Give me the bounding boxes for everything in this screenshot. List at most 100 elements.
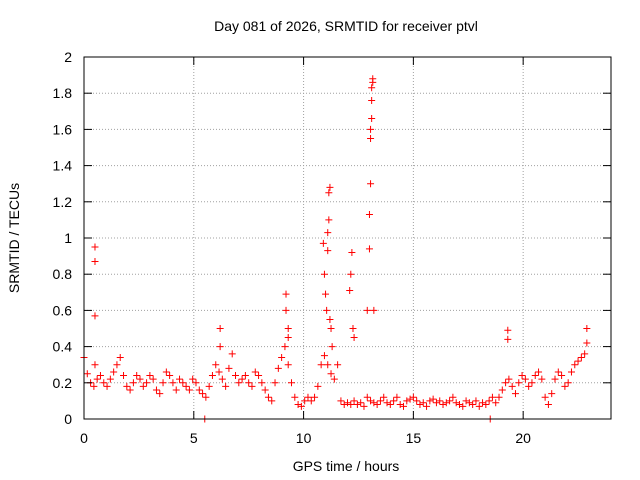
data-point [508,382,516,390]
data-point [403,397,411,405]
data-point [149,375,157,383]
data-point [583,339,591,347]
data-point [297,402,305,410]
data-point [502,379,510,387]
data-point [258,379,266,387]
data-point [525,382,533,390]
data-point [479,399,487,407]
data-point [495,393,503,401]
data-point [182,382,190,390]
data-point [492,399,500,407]
data-point [96,372,104,380]
data-point [344,399,351,407]
data-point [347,270,355,278]
data-point [571,361,579,369]
data-point [459,402,467,410]
data-point [324,229,332,237]
data-point [413,397,421,405]
data-point [156,390,164,398]
y-axis-label: SRMTID / TECUs [6,183,22,293]
data-point [455,401,463,409]
data-point [370,306,378,314]
data-point [419,399,427,407]
data-point [222,382,230,390]
data-point [567,368,575,376]
y-tick-label: 0.2 [53,375,73,391]
data-point [284,334,292,342]
ticks [83,56,611,420]
data-point [83,370,91,378]
data-point [574,357,582,365]
x-tick-label: 10 [296,430,312,446]
y-tick-label: 1 [64,230,72,246]
data-point [521,375,529,383]
data-point [326,315,334,323]
data-point [357,399,365,407]
y-tick-label: 0.8 [53,266,73,282]
data-point [462,397,470,405]
data-point [452,399,460,407]
data-point [340,401,348,409]
data-point [393,393,401,401]
data-point [429,395,437,403]
data-point [314,382,322,390]
data-point [195,386,203,394]
data-point [334,361,342,369]
data-point [368,115,376,123]
chart-title: Day 081 of 2026, SRMTID for receiver ptv… [214,18,478,34]
data-point [261,386,269,394]
data-point [143,379,151,387]
x-tick-label: 15 [406,430,422,446]
data-point [278,353,286,361]
data-point [320,270,328,278]
data-point [583,325,591,332]
data-point [327,370,335,378]
data-point [90,382,98,390]
data-point [369,75,377,83]
data-point [498,386,506,394]
data-point [185,386,193,394]
data-point [232,372,240,380]
data-point [544,401,552,409]
y-tick-label: 1.8 [53,85,73,101]
data-point [511,390,519,398]
data-point [123,382,131,390]
data-point [396,401,404,409]
data-point [301,397,309,405]
data-point [399,402,407,410]
x-axis-label: GPS time / hours [293,458,400,474]
y-tick-label: 1.2 [53,194,73,210]
data-points [80,75,591,423]
data-point [216,325,224,332]
data-point [446,397,454,405]
data-point [327,325,335,332]
data-point [350,397,358,405]
data-point [488,393,496,401]
data-point [353,401,361,409]
data-point [561,382,569,390]
x-tick-label: 0 [80,430,88,446]
data-point [113,361,121,369]
data-point [386,401,394,409]
data-point [268,397,276,405]
data-point [324,361,332,369]
data-point [482,401,490,409]
data-point [192,379,200,387]
data-point [439,401,447,409]
x-tick-label: 5 [190,430,198,446]
data-point [241,372,249,380]
data-point [518,372,526,380]
data-point [322,290,330,298]
data-point [426,397,434,405]
data-point [504,335,512,343]
data-point [423,402,431,410]
data-point [367,397,375,405]
data-point [146,372,154,380]
data-point [103,382,111,390]
data-point [528,379,536,387]
data-point [376,397,384,405]
data-point [406,395,414,403]
data-point [304,393,312,401]
